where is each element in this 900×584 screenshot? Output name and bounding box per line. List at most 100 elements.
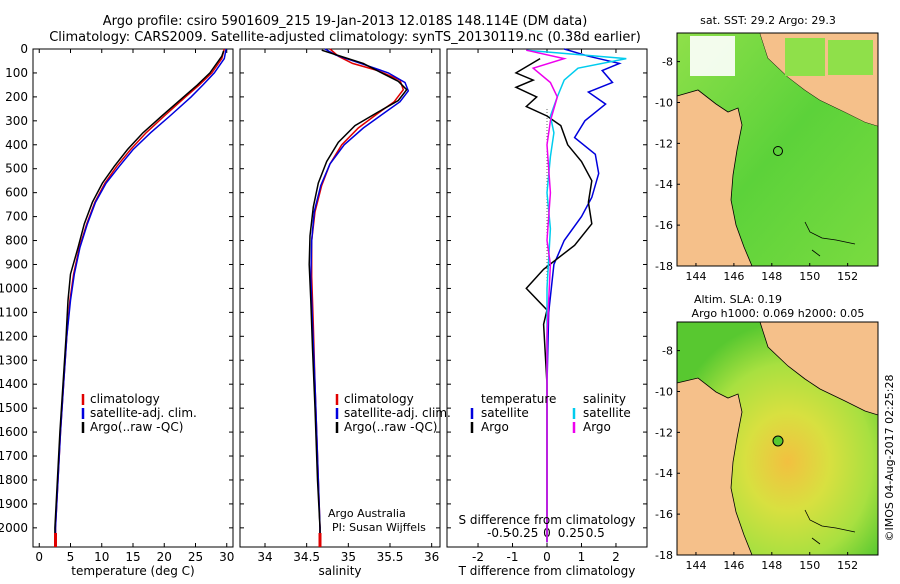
temperature-legend-label: climatology — [90, 392, 160, 406]
temperature-end-marker — [54, 533, 57, 547]
difference-series-temperature-satellite — [546, 48, 622, 543]
map-xtick-label: 144 — [685, 270, 706, 283]
temperature-panel-frame — [32, 48, 234, 548]
sla-map-title-line1: Altim. SLA: 0.19 — [694, 293, 782, 306]
salinity-plot: 34 34.5 35 35.5 36 climatologysatellite-adj. … — [240, 48, 451, 564]
depth-tick-label: 1100 — [0, 305, 28, 319]
temperature-series-climatology — [54, 48, 226, 545]
temperature-xtick-label: 30 — [219, 550, 234, 564]
salinity-legend-label: Argo(..raw -QC) — [344, 420, 437, 434]
depth-tick-label: 1400 — [0, 377, 28, 391]
salinity-legend-label: climatology — [344, 392, 414, 406]
map-xtick-label: 146 — [723, 559, 744, 572]
sst-map-land-australia — [676, 89, 753, 267]
salinity-annotation-line2: PI: Susan Wijffels — [332, 521, 426, 534]
salinity-xtick-label: 35.5 — [377, 550, 404, 564]
difference-xlabel-top: S difference from climatology — [459, 513, 636, 527]
sst-map-cloud-mask-2 — [785, 38, 825, 76]
temperature-xtick-label: 20 — [157, 550, 172, 564]
sst-map-reef — [804, 221, 856, 257]
salinity-xtick-label: 34 — [257, 550, 272, 564]
map-ytick-label: -14 — [655, 467, 673, 480]
difference-legend-label: Argo — [481, 420, 509, 434]
difference-xlabel: T difference from climatology — [458, 564, 636, 578]
sla-map — [676, 321, 879, 556]
salinity-legend-label: satellite-adj. clim. — [344, 406, 451, 420]
map-xtick-label: 152 — [837, 270, 858, 283]
map-ytick-label: -18 — [655, 260, 673, 273]
depth-tick-label: 1900 — [0, 497, 28, 511]
sla-map-title-line2: Argo h1000: 0.069 h2000: 0.05 — [692, 307, 865, 320]
difference-legend-label: Argo — [583, 420, 611, 434]
salinity-panel-frame — [239, 48, 441, 548]
temperature-xtick-label: 25 — [188, 550, 203, 564]
temperature-legend-label: Argo(..raw -QC) — [90, 420, 183, 434]
temperature-xtick-label: 5 — [67, 550, 75, 564]
sst-map-frame — [676, 32, 879, 267]
map-xtick-label: 146 — [723, 270, 744, 283]
difference-xtick-label: -2 — [472, 550, 484, 564]
salinity-xlabel: salinity — [318, 564, 361, 578]
sla-map-argo-point — [772, 435, 784, 447]
difference-xtick-label: 0 — [543, 550, 551, 564]
map-ytick-label: -8 — [662, 56, 673, 69]
map-ytick-label: -8 — [662, 345, 673, 358]
temperature-xtick-label: 10 — [94, 550, 109, 564]
salinity-series-satellite-adj-clim- — [310, 48, 410, 545]
difference-legend-title: temperature — [481, 392, 556, 406]
difference-xtick-label: 1 — [578, 550, 586, 564]
map-ytick-label: -14 — [655, 178, 673, 191]
temperature-series-satellite-adj-clim- — [54, 48, 227, 545]
depth-tick-label: 1500 — [0, 401, 28, 415]
sla-map-land-australia — [676, 377, 753, 556]
difference-xtick-top-label: 0.5 — [586, 526, 605, 540]
depth-tick-label: 1700 — [0, 449, 28, 463]
depth-tick-label: 300 — [5, 114, 28, 128]
salinity-end-marker — [318, 533, 322, 547]
difference-xtick-label: -1 — [507, 550, 519, 564]
salinity-xtick-label: 35 — [341, 550, 356, 564]
sst-map-cloud-mask — [690, 36, 735, 76]
depth-tick-label: 100 — [5, 66, 28, 80]
depth-tick-label: 900 — [5, 257, 28, 271]
depth-tick-label: 700 — [5, 210, 28, 224]
sst-map-cloud-mask-3 — [828, 40, 873, 75]
map-ytick-label: -10 — [655, 96, 673, 109]
map-xtick-label: 148 — [761, 270, 782, 283]
map-xtick-label: 150 — [799, 559, 820, 572]
temperature-legend-label: satellite-adj. clim. — [90, 406, 197, 420]
salinity-series-argo-raw-qc- — [308, 49, 408, 543]
difference-legend-title: salinity — [583, 392, 626, 406]
map-ytick-label: -16 — [655, 219, 673, 232]
depth-tick-label: 2000 — [0, 521, 28, 535]
map-ytick-label: -16 — [655, 508, 673, 521]
difference-xtick-top-label: -0.25 — [507, 526, 538, 540]
map-ytick-label: -10 — [655, 385, 673, 398]
depth-tick-label: 1600 — [0, 425, 28, 439]
sla-map-frame — [676, 321, 879, 556]
map-xtick-label: 148 — [761, 559, 782, 572]
difference-legend-label: satellite — [481, 406, 529, 420]
map-ytick-label: -18 — [655, 549, 673, 562]
salinity-xtick-label: 34.5 — [293, 550, 320, 564]
sst-map — [676, 32, 879, 267]
depth-tick-label: 1300 — [0, 353, 28, 367]
depth-tick-label: 600 — [5, 186, 28, 200]
difference-xtick-label: 2 — [612, 550, 620, 564]
difference-series-temperature-argo — [514, 57, 593, 543]
difference-plot: -2 -1 0 1 2-0.5-0.25 0 0.25 0.5temperaturesatel… — [447, 48, 647, 564]
depth-tick-label: 200 — [5, 90, 28, 104]
figure-title-line2: Climatology: CARS2009. Satellite-adjuste… — [49, 30, 641, 45]
map-xtick-label: 150 — [799, 270, 820, 283]
difference-xtick-top-label: -0.5 — [487, 526, 510, 540]
difference-xtick-top-label: 0.25 — [558, 526, 585, 540]
sst-map-title: sat. SST: 29.2 Argo: 29.3 — [700, 14, 836, 27]
temperature-xtick-label: 0 — [35, 550, 43, 564]
difference-series-salinity-satellite — [526, 49, 627, 543]
salinity-xtick-label: 36 — [424, 550, 439, 564]
difference-legend-label: satellite — [583, 406, 631, 420]
difference-series-salinity-argo — [526, 49, 568, 543]
depth-tick-label: 0 — [20, 42, 28, 56]
temperature-plot: 0 5 10 15 20 25 300100200300400500600700800900… — [0, 42, 234, 564]
